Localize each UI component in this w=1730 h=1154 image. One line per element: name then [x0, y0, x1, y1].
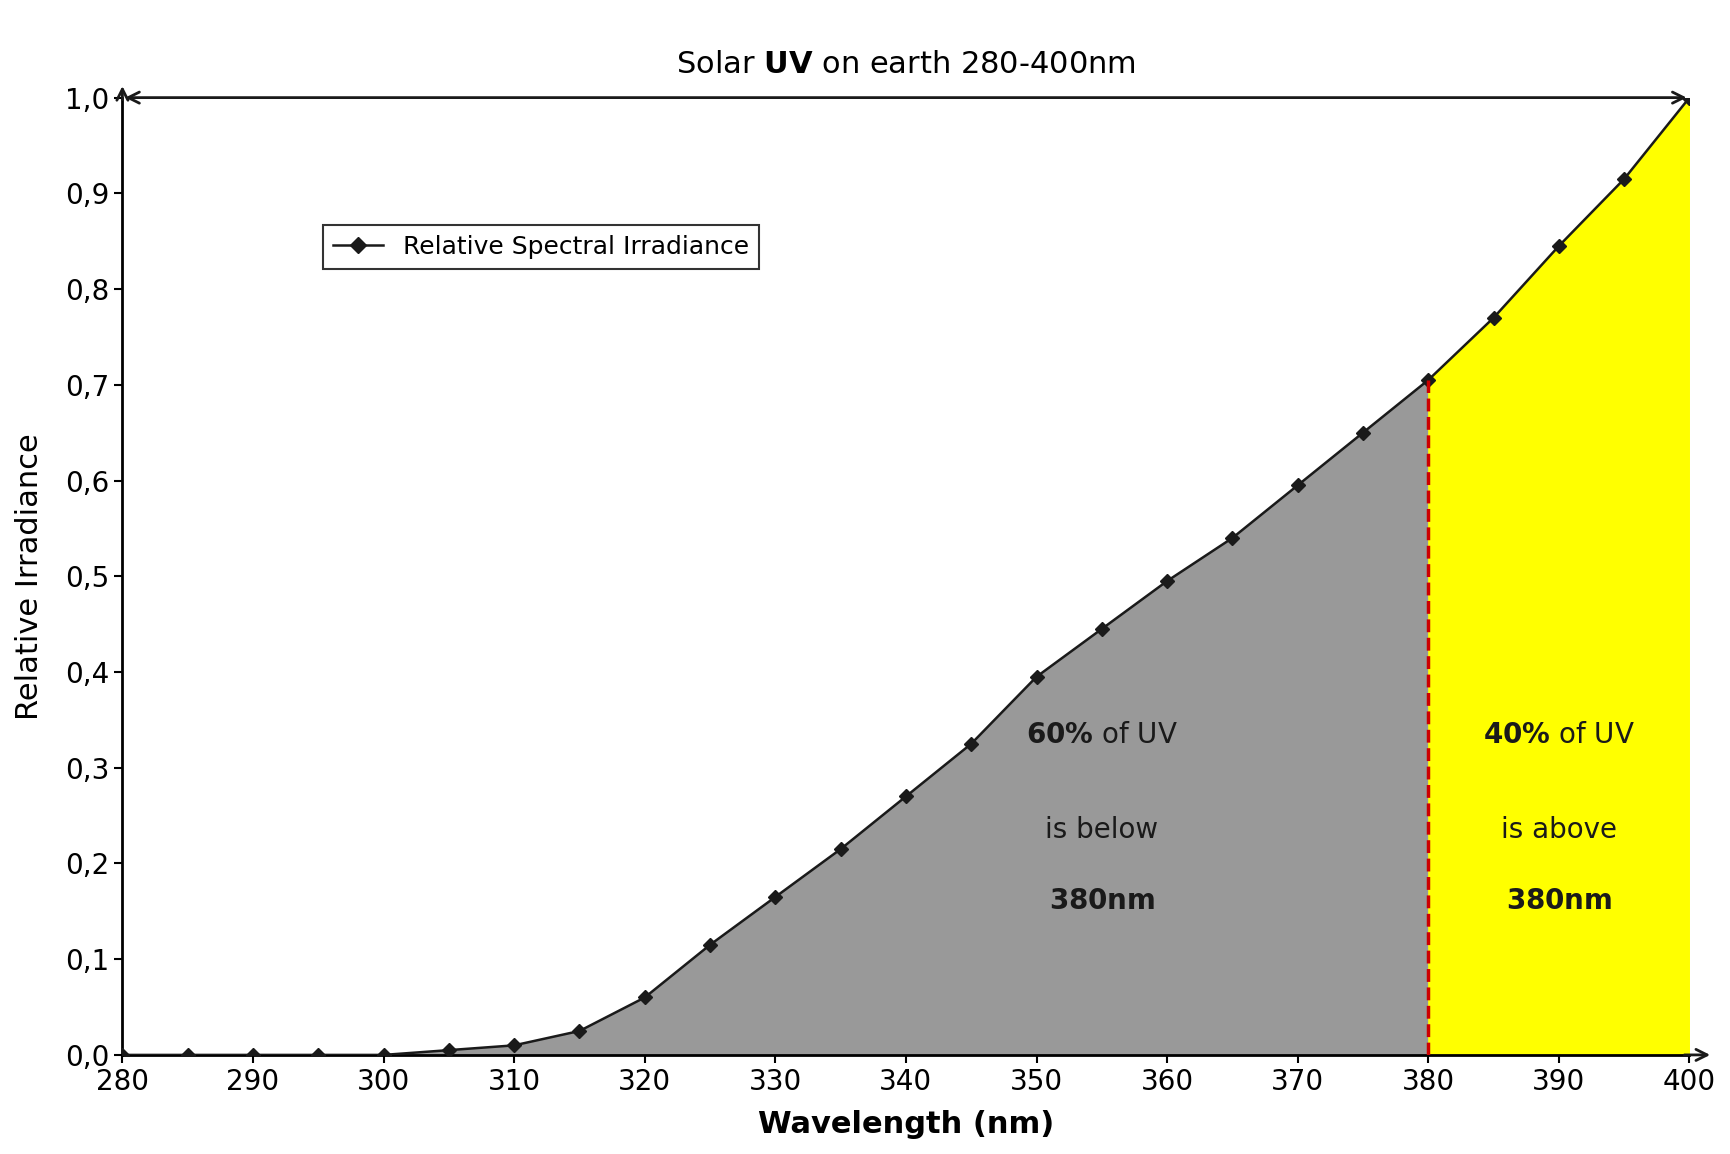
Relative Spectral Irradiance: [569, 1024, 590, 1037]
Relative Spectral Irradiance: [1156, 575, 1176, 589]
Text: is above: is above: [1500, 816, 1616, 844]
Relative Spectral Irradiance: [242, 1048, 263, 1062]
Relative Spectral Irradiance: [308, 1048, 329, 1062]
Relative Spectral Irradiance: [699, 938, 720, 952]
Relative Spectral Irradiance: [503, 1039, 524, 1052]
Relative Spectral Irradiance: [1092, 622, 1112, 636]
Legend: Relative Spectral Irradiance: Relative Spectral Irradiance: [324, 225, 759, 269]
Relative Spectral Irradiance: [1417, 373, 1438, 387]
Text: is below: is below: [1045, 816, 1157, 844]
X-axis label: Wavelength (nm): Wavelength (nm): [758, 1110, 1054, 1139]
Text: $\mathbf{380nm}$: $\mathbf{380nm}$: [1048, 887, 1154, 915]
Relative Spectral Irradiance: [1287, 479, 1308, 493]
Relative Spectral Irradiance: [633, 990, 654, 1004]
Text: $\mathbf{380nm}$: $\mathbf{380nm}$: [1505, 887, 1611, 915]
Title: Solar $\mathbf{UV}$ on earth 280-400nm: Solar $\mathbf{UV}$ on earth 280-400nm: [676, 50, 1135, 78]
Text: $\mathbf{40\%}$ of UV: $\mathbf{40\%}$ of UV: [1483, 720, 1633, 749]
Relative Spectral Irradiance: [960, 737, 981, 751]
Relative Spectral Irradiance: [1483, 310, 1503, 324]
Relative Spectral Irradiance: [1678, 91, 1699, 105]
Line: Relative Spectral Irradiance: Relative Spectral Irradiance: [118, 92, 1694, 1059]
Relative Spectral Irradiance: [112, 1048, 133, 1062]
Relative Spectral Irradiance: [1221, 531, 1242, 545]
Relative Spectral Irradiance: [1548, 239, 1569, 253]
Text: $\mathbf{60\%}$ of UV: $\mathbf{60\%}$ of UV: [1026, 720, 1176, 749]
Relative Spectral Irradiance: [176, 1048, 197, 1062]
Relative Spectral Irradiance: [1612, 172, 1633, 186]
Relative Spectral Irradiance: [830, 842, 851, 856]
Relative Spectral Irradiance: [894, 789, 915, 803]
Relative Spectral Irradiance: [1351, 426, 1372, 440]
Relative Spectral Irradiance: [765, 890, 785, 904]
Y-axis label: Relative Irradiance: Relative Irradiance: [16, 433, 43, 720]
Relative Spectral Irradiance: [374, 1048, 394, 1062]
Relative Spectral Irradiance: [438, 1043, 458, 1057]
Relative Spectral Irradiance: [1026, 669, 1047, 683]
